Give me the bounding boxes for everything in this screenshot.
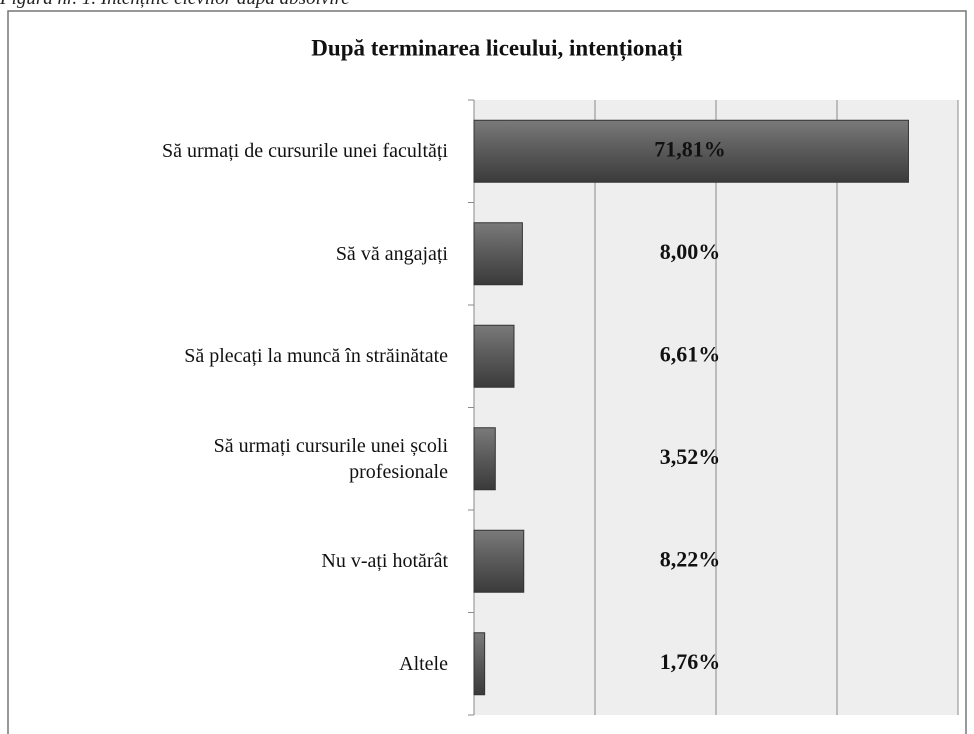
bar: [473, 324, 515, 388]
bar: [473, 222, 523, 286]
category-label: Să vă angajați: [335, 242, 448, 265]
category-label: Să urmați de cursurile unei facultăți: [161, 140, 448, 163]
category-label: Să plecați la muncă în străinătate: [184, 345, 448, 368]
data-label: 8,00%: [660, 239, 721, 264]
category-label: Nu v-ați hotărât: [321, 550, 448, 573]
caption: Figura nr. 1. Intențiile elevilor după a…: [0, 0, 350, 10]
bar: [473, 427, 496, 491]
category-label: Să urmați cursurile unei școli profesion…: [213, 434, 448, 483]
data-label: 3,52%: [660, 444, 721, 469]
bar: [473, 119, 909, 183]
category-label: Altele: [399, 652, 448, 675]
chart-title: După terminarea liceului, intenționați: [311, 35, 683, 61]
chart-frame: [7, 10, 967, 734]
data-label: 8,22%: [660, 546, 721, 571]
data-label: 1,76%: [660, 649, 721, 674]
data-label: 6,61%: [660, 341, 721, 366]
data-label: 71,81%: [654, 136, 726, 161]
bar: [473, 529, 525, 593]
bar: [473, 632, 486, 696]
